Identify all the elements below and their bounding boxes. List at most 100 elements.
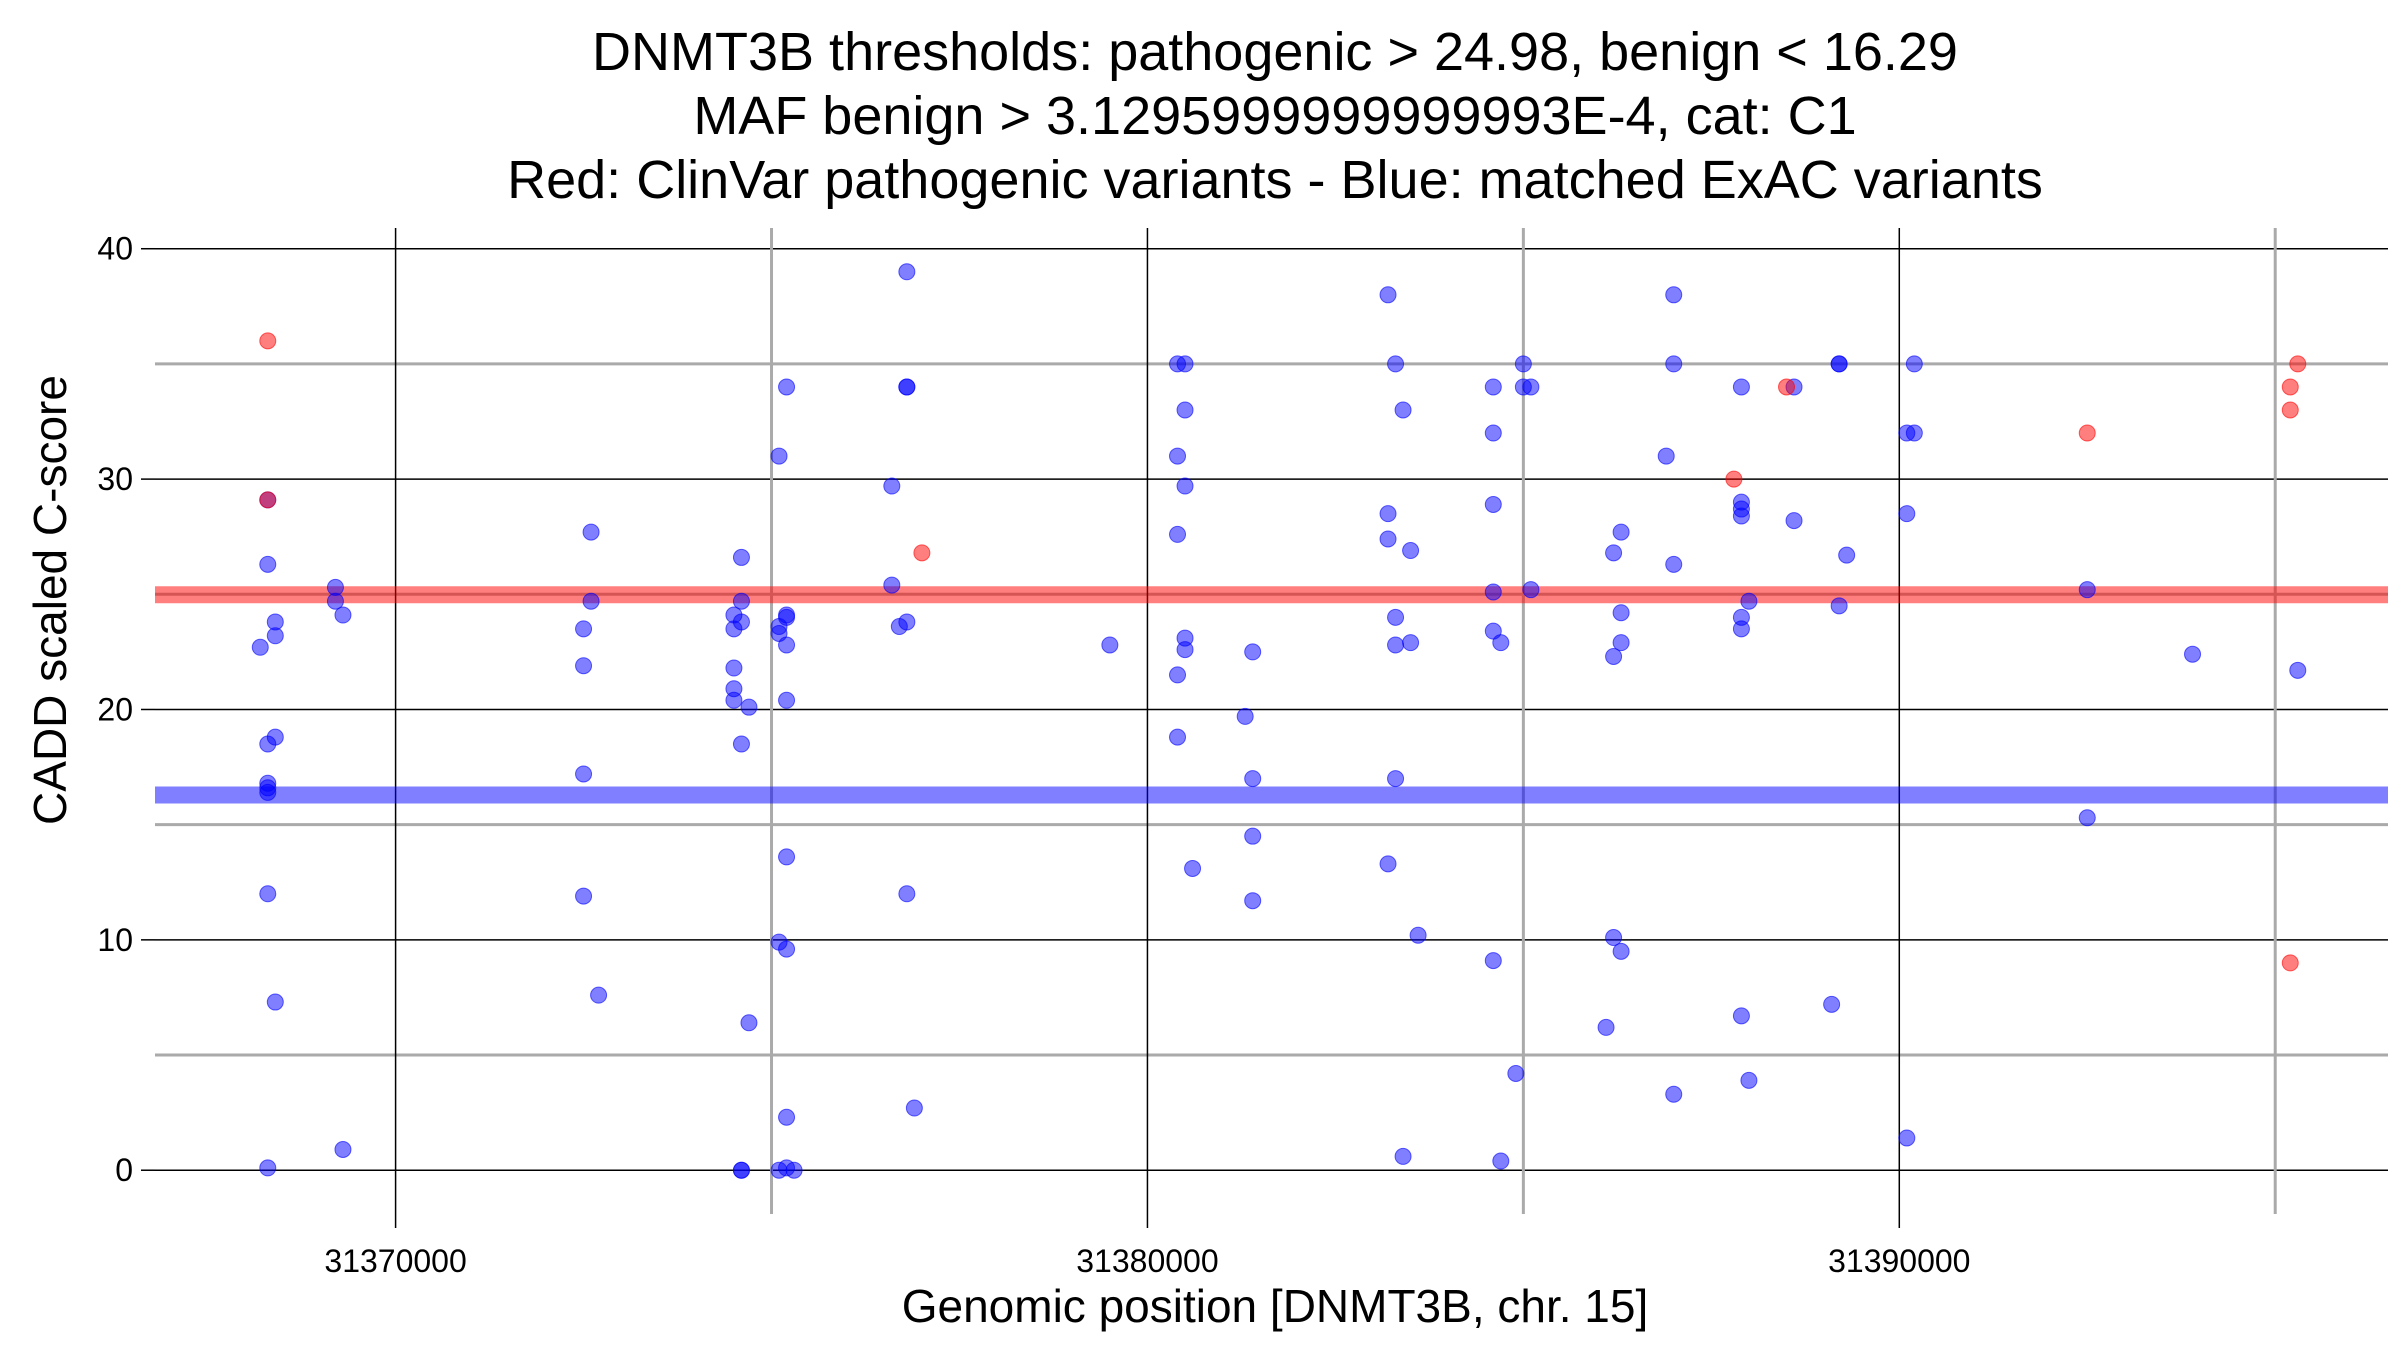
exac-variant-point	[1522, 581, 1540, 599]
exac-variant-point	[732, 1161, 750, 1179]
exac-variant-point	[1176, 477, 1194, 495]
exac-variant-point	[1484, 424, 1502, 442]
exac-variant-point	[1492, 1152, 1510, 1170]
exac-variant-point	[1740, 592, 1758, 610]
exac-variant-point	[898, 263, 916, 281]
exac-variant-point	[1169, 728, 1187, 746]
exac-variant-point	[1522, 378, 1540, 396]
exac-variant-point	[575, 887, 593, 905]
exac-variant-point	[1484, 583, 1502, 601]
exac-variant-point	[259, 1159, 277, 1177]
exac-variant-point	[898, 613, 916, 631]
exac-variant-point	[905, 1099, 923, 1117]
exac-variant-point	[778, 848, 796, 866]
exac-variant-point	[1244, 892, 1262, 910]
tick-labels: 0 10 20 30 40 31370000 31380000 31390000	[97, 231, 1970, 1279]
exac-variant-point	[1514, 355, 1532, 373]
exac-variant-point	[1169, 447, 1187, 465]
exac-variant-point	[778, 378, 796, 396]
exac-variant-point	[732, 592, 750, 610]
exac-variant-point	[1176, 355, 1194, 373]
clinvar-pathogenic-point	[913, 544, 931, 562]
exac-variant-point	[1184, 859, 1202, 877]
exac-variant-point	[1169, 666, 1187, 684]
exac-variant-point	[2289, 661, 2307, 679]
exac-variant-point	[1898, 1129, 1916, 1147]
exac-variant-point	[1176, 641, 1194, 659]
exac-variant-point	[1176, 401, 1194, 419]
exac-variant-point	[1169, 525, 1187, 543]
exac-variant-point	[251, 638, 269, 656]
exac-variant-point	[1605, 929, 1623, 947]
title-line-3: Red: ClinVar pathogenic variants - Blue:…	[507, 150, 2043, 210]
exac-variant-point	[1394, 401, 1412, 419]
exac-variant-point	[590, 986, 608, 1004]
exac-variant-point	[1379, 855, 1397, 873]
exac-variant-point	[1101, 636, 1119, 654]
exac-variant-point	[1409, 926, 1427, 944]
exac-variant-point	[725, 620, 743, 638]
y-tick-label: 30	[97, 461, 133, 497]
y-tick-label: 20	[97, 691, 133, 727]
exac-variant-point	[334, 606, 352, 624]
x-tick-label: 31380000	[1076, 1243, 1218, 1279]
exac-variant-point	[725, 691, 743, 709]
exac-variant-point	[1244, 643, 1262, 661]
exac-variant-point	[1612, 942, 1630, 960]
exac-variant-point	[1732, 1007, 1750, 1025]
exac-variant-point	[778, 940, 796, 958]
y-tick-label: 40	[97, 231, 133, 267]
clinvar-pathogenic-point	[259, 332, 277, 350]
exac-variant-point	[1732, 378, 1750, 396]
exac-variant-point	[1665, 555, 1683, 573]
exac-variant-point	[575, 765, 593, 783]
clinvar-pathogenic-point	[1778, 378, 1796, 396]
exac-variant-point	[582, 592, 600, 610]
exac-variant-point	[1830, 597, 1848, 615]
y-axis-title: CADD scaled C-score	[24, 375, 76, 825]
exac-variant-point	[1898, 505, 1916, 523]
exac-variant-point	[259, 885, 277, 903]
exac-variant-point	[1823, 995, 1841, 1013]
exac-variant-point	[259, 555, 277, 573]
exac-variant-point	[1236, 707, 1254, 725]
exac-variant-point	[740, 698, 758, 716]
exac-variant-point	[1394, 1147, 1412, 1165]
y-tick-label: 0	[115, 1152, 133, 1188]
exac-variant-point	[2078, 809, 2096, 827]
exac-variant-point	[1379, 530, 1397, 548]
clinvar-pathogenic-point	[1725, 470, 1743, 488]
exac-variant-point	[1612, 634, 1630, 652]
clinvar-pathogenic-point	[259, 491, 277, 509]
exac-variant-point	[1605, 544, 1623, 562]
exac-variant-point	[2184, 645, 2202, 663]
axis-ticks	[141, 247, 1901, 1228]
exac-variant-point	[778, 636, 796, 654]
exac-variant-point	[785, 1161, 803, 1179]
exac-variant-point	[1402, 542, 1420, 560]
clinvar-pathogenic-point	[2281, 401, 2299, 419]
exac-variant-point	[1244, 770, 1262, 788]
exac-variant-point	[1657, 447, 1675, 465]
exac-variant-point	[1387, 770, 1405, 788]
chart-title: DNMT3B thresholds: pathogenic > 24.98, b…	[507, 22, 2043, 210]
title-line-2: MAF benign > 3.1295999999999993E-4, cat:…	[693, 86, 1856, 146]
threshold-lines	[155, 586, 2388, 804]
exac-variant-point	[259, 735, 277, 753]
exac-variant-point	[334, 1140, 352, 1158]
exac-variant-point	[1387, 636, 1405, 654]
exac-variant-point	[898, 885, 916, 903]
exac-variant-point	[1612, 523, 1630, 541]
exac-variant-point	[898, 378, 916, 396]
grid	[155, 228, 2388, 1214]
exac-variant-point	[1740, 1071, 1758, 1089]
exac-variant-point	[1785, 512, 1803, 530]
clinvar-pathogenic-point	[2281, 378, 2299, 396]
exac-variant-point	[1597, 1018, 1615, 1036]
exac-variant-point	[1732, 507, 1750, 525]
exac-variant-point	[266, 993, 284, 1011]
exac-variant-point	[575, 620, 593, 638]
exac-variant-point	[778, 1108, 796, 1126]
exac-variant-point	[1484, 495, 1502, 513]
